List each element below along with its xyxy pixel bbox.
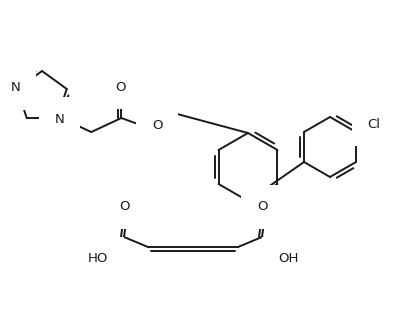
Text: N: N bbox=[11, 82, 20, 94]
Text: N: N bbox=[55, 112, 64, 126]
Text: O: O bbox=[119, 201, 129, 214]
Text: O: O bbox=[152, 118, 162, 132]
Text: OH: OH bbox=[278, 253, 298, 266]
Text: O: O bbox=[115, 81, 125, 94]
Text: HO: HO bbox=[88, 253, 108, 266]
Text: Cl: Cl bbox=[368, 117, 381, 130]
Text: O: O bbox=[257, 201, 267, 214]
